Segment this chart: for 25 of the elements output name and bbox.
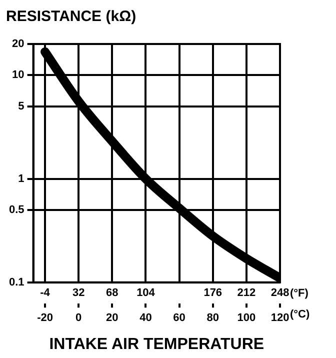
x-tick-label: 100 [237, 312, 256, 324]
x2-tick-label: 32 [72, 287, 85, 300]
text: (°C) [290, 308, 310, 321]
x2-tick-label: 212 [237, 287, 256, 300]
x2-tick-label: 104 [136, 287, 156, 300]
y-tick-label: 10 [12, 69, 24, 82]
x-tick-label: -20 [37, 312, 53, 324]
x2-tick-label: -4 [40, 287, 51, 300]
y-tick-label: 5 [18, 100, 24, 112]
x-tick-label: 80 [206, 312, 219, 324]
text: (°F) [290, 287, 309, 300]
x-tick-label: 120 [270, 312, 290, 324]
x-tick-label: 60 [173, 312, 186, 324]
y-tick-label: 0.5 [8, 204, 24, 216]
x-tick-label: 40 [140, 312, 152, 324]
y-tick-label: 0.1 [8, 276, 24, 288]
x-tick-label: 20 [106, 312, 118, 324]
x2-tick-label: 248 [270, 287, 290, 300]
chart-title: RESISTANCE (kΩ) [6, 8, 136, 26]
x2-tick-label: 68 [106, 287, 118, 300]
y-tick-label: 1 [18, 172, 24, 185]
x-tick-label: 0 [76, 312, 82, 324]
y-tick-label: 20 [12, 38, 24, 50]
x-axis-title: INTAKE AIR TEMPERATURE [49, 336, 264, 353]
x2-tick-label: 176 [204, 287, 222, 300]
